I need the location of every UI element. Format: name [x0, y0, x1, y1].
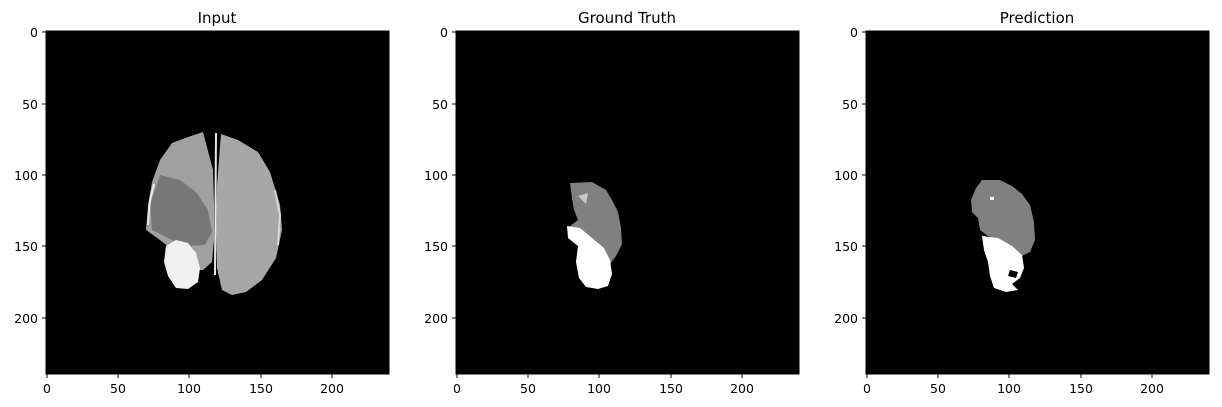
- edema-mask: [568, 182, 622, 264]
- y-tick-label: 0: [30, 25, 38, 40]
- y-tick-label: 100: [424, 168, 448, 183]
- bright-tumor-region: [164, 240, 200, 289]
- speckle: [578, 193, 588, 204]
- edema-mask: [971, 180, 1035, 256]
- x-tick-label: 0: [863, 381, 871, 396]
- tumor-core-mask: [982, 236, 1024, 292]
- x-tick-label: 0: [453, 381, 461, 396]
- tumor-core-mask: [567, 226, 612, 289]
- x-tick-label: 50: [930, 381, 946, 396]
- image-ground-truth: [456, 31, 799, 374]
- x-tick-label: 200: [320, 381, 344, 396]
- image-prediction: [866, 31, 1209, 374]
- y-tick-label: 0: [850, 25, 858, 40]
- brain-right-hemisphere: [216, 134, 282, 295]
- x-tick-label: 100: [177, 381, 201, 396]
- x-axis: 0 50 100 150 200: [453, 374, 754, 396]
- x-tick-label: 50: [520, 381, 536, 396]
- panel-ground-truth: Ground Truth 0 50 100 150 200: [424, 9, 800, 396]
- panel-prediction: Prediction 0 50 100 150 200: [834, 9, 1210, 396]
- cortex-rim: [147, 183, 155, 226]
- panel-title: Ground Truth: [578, 9, 676, 27]
- y-tick-label: 0: [440, 25, 448, 40]
- x-tick-label: 0: [43, 381, 51, 396]
- x-tick-label: 150: [249, 381, 273, 396]
- axes-frame: [45, 30, 390, 375]
- y-tick-label: 200: [834, 311, 858, 326]
- y-tick-label: 200: [14, 311, 38, 326]
- midline: [214, 132, 217, 276]
- axes-frame: [865, 30, 1210, 375]
- image-background: [456, 31, 799, 374]
- y-axis: 0 50 100 150 200: [14, 25, 46, 326]
- cortex-rim-right: [274, 189, 282, 246]
- x-tick-label: 100: [997, 381, 1021, 396]
- y-axis: 0 50 100 150 200: [834, 25, 866, 326]
- x-tick-label: 100: [587, 381, 611, 396]
- x-tick-label: 150: [1069, 381, 1093, 396]
- axes-frame: [455, 30, 800, 375]
- dark-lesion-region: [150, 175, 212, 246]
- y-tick-label: 100: [834, 168, 858, 183]
- y-tick-label: 150: [834, 239, 858, 254]
- x-axis: 0 50 100 150 200: [43, 374, 344, 396]
- x-tick-label: 200: [1140, 381, 1164, 396]
- image-input: [46, 31, 389, 374]
- y-tick-label: 200: [424, 311, 448, 326]
- x-tick-label: 200: [730, 381, 754, 396]
- x-tick-label: 50: [110, 381, 126, 396]
- y-tick-label: 50: [22, 97, 38, 112]
- hole: [1008, 270, 1018, 278]
- image-background: [866, 31, 1209, 374]
- speckle: [990, 197, 994, 200]
- panel-title: Prediction: [1000, 9, 1075, 27]
- y-tick-label: 150: [14, 239, 38, 254]
- y-tick-label: 150: [424, 239, 448, 254]
- x-tick-label: 150: [659, 381, 683, 396]
- panel-input: Input 0 50 100 150: [14, 9, 390, 396]
- y-axis: 0 50 100 150 200: [424, 25, 456, 326]
- y-tick-label: 50: [842, 97, 858, 112]
- panel-title: Input: [198, 9, 237, 27]
- y-tick-label: 100: [14, 168, 38, 183]
- y-tick-label: 50: [432, 97, 448, 112]
- x-axis: 0 50 100 150 200: [863, 374, 1164, 396]
